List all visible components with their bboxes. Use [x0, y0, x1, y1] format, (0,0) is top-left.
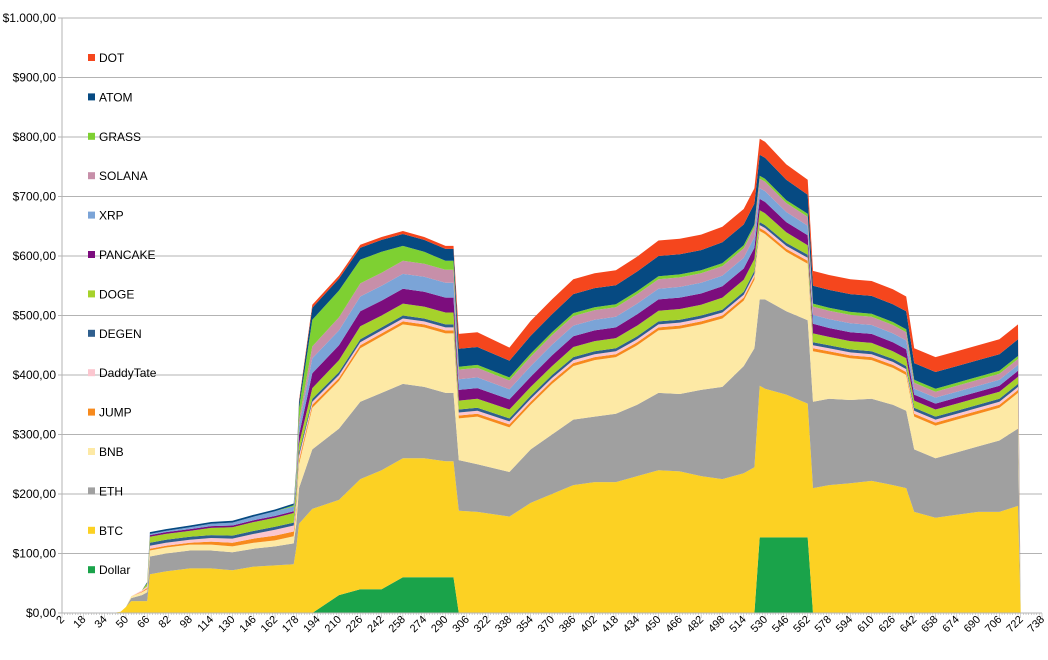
- x-tick-label: 706: [983, 614, 1004, 635]
- legend-label-solana: SOLANA: [99, 169, 148, 183]
- y-tick-label: $100,00: [13, 547, 57, 561]
- x-tick-label: 674: [940, 614, 961, 635]
- legend-label-jump: JUMP: [99, 406, 132, 420]
- legend-label-btc: BTC: [99, 524, 123, 538]
- legend-label-daddytate: DaddyTate: [99, 366, 157, 380]
- x-tick-label: 402: [578, 614, 599, 635]
- x-tick-label: 626: [877, 614, 898, 635]
- x-tick-label: 738: [1026, 614, 1047, 635]
- x-tick-label: 482: [685, 614, 706, 635]
- area-series-eth: [62, 299, 1021, 613]
- y-tick-label: $200,00: [13, 487, 57, 501]
- legend-swatch-atom: [88, 93, 95, 101]
- x-tick-label: 690: [962, 614, 983, 635]
- legend-swatch-btc: [88, 526, 95, 534]
- x-tick-label: 594: [834, 614, 855, 635]
- legend-swatch-dollar: [88, 566, 95, 574]
- legend: DOT ATOM GRASS SOLANA XRP PANCAKE DOGE DEGEN Dad…: [88, 51, 157, 577]
- x-tick-label: 50: [114, 614, 131, 631]
- legend-label-bnb: BNB: [99, 445, 124, 459]
- legend-swatch-eth: [88, 487, 95, 495]
- area-series-dollar: [62, 537, 1021, 613]
- x-tick-label: 82: [156, 614, 173, 631]
- x-tick-label: 722: [1004, 614, 1025, 635]
- x-tick-label: 338: [493, 614, 514, 635]
- y-tick-label: $800,00: [13, 130, 57, 144]
- legend-label-grass: GRASS: [99, 130, 141, 144]
- legend-label-pancake: PANCAKE: [99, 248, 155, 262]
- x-tick-label: 546: [770, 614, 791, 635]
- x-tick-label: 658: [919, 614, 940, 635]
- x-tick-label: 226: [344, 614, 365, 635]
- legend-label-degen: DEGEN: [99, 327, 142, 341]
- legend-label-dollar: Dollar: [99, 563, 130, 577]
- x-tick-label: 562: [791, 614, 812, 635]
- x-tick-label: 322: [472, 614, 493, 635]
- legend-swatch-bnb: [88, 448, 95, 455]
- x-tick-label: 354: [514, 614, 535, 635]
- legend-label-atom: ATOM: [99, 90, 133, 104]
- x-tick-label: 274: [408, 614, 429, 635]
- legend-swatch-doge: [88, 290, 95, 298]
- x-tick-label: 2: [54, 614, 67, 627]
- y-tick-label: $1.000,00: [3, 11, 57, 25]
- y-tick-label: $400,00: [13, 368, 57, 382]
- x-tick-label: 210: [323, 614, 344, 635]
- legend-swatch-daddytate: [88, 369, 95, 377]
- x-tick-label: 578: [813, 614, 834, 635]
- x-tick-label: 450: [642, 614, 663, 635]
- legend-swatch-solana: [88, 172, 95, 180]
- legend-label-doge: DOGE: [99, 287, 134, 301]
- x-tick-label: 34: [93, 614, 110, 631]
- legend-label-dot: DOT: [99, 51, 125, 65]
- y-tick-label: $900,00: [13, 71, 57, 85]
- legend-label-eth: ETH: [99, 484, 123, 498]
- y-tick-label: $700,00: [13, 190, 57, 204]
- legend-swatch-dot: [88, 54, 95, 61]
- y-tick-label: $500,00: [13, 309, 57, 323]
- x-tick-label: 530: [749, 614, 770, 635]
- x-tick-label: 146: [237, 614, 258, 635]
- area-series-btc: [62, 385, 1021, 613]
- legend-swatch-pancake: [88, 251, 95, 258]
- x-tick-label: 466: [663, 614, 684, 635]
- legend-swatch-jump: [88, 408, 95, 416]
- x-tick-label: 130: [216, 614, 237, 635]
- x-tick-label: 66: [135, 614, 152, 631]
- x-tick-label: 514: [727, 614, 748, 635]
- x-tick-label: 18: [71, 614, 88, 631]
- y-tick-label: $300,00: [13, 428, 57, 442]
- x-tick-label: 290: [429, 614, 450, 635]
- legend-swatch-xrp: [88, 211, 95, 219]
- x-tick-label: 418: [600, 614, 621, 635]
- x-tick-label: 242: [365, 614, 386, 635]
- x-tick-label: 98: [178, 614, 195, 631]
- legend-label-xrp: XRP: [99, 209, 124, 223]
- x-tick-label: 642: [898, 614, 919, 635]
- x-tick-label: 178: [280, 614, 301, 635]
- x-tick-label: 386: [557, 614, 578, 635]
- area-series-group: [62, 138, 1021, 614]
- x-tick-label: 114: [195, 614, 216, 635]
- x-tick-label: 610: [855, 614, 876, 635]
- legend-swatch-degen: [88, 329, 95, 337]
- area-series-bnb: [62, 231, 1021, 613]
- x-tick-label: 258: [387, 614, 408, 635]
- y-tick-label: $0,00: [26, 606, 56, 620]
- y-tick-label: $600,00: [13, 249, 57, 263]
- legend-swatch-grass: [88, 132, 95, 140]
- x-tick-label: 498: [706, 614, 727, 635]
- x-tick-label: 434: [621, 614, 642, 635]
- x-tick-label: 194: [301, 614, 322, 635]
- x-tick-label: 162: [259, 614, 280, 635]
- x-tick-label: 370: [536, 614, 557, 635]
- x-tick-label: 306: [450, 614, 471, 635]
